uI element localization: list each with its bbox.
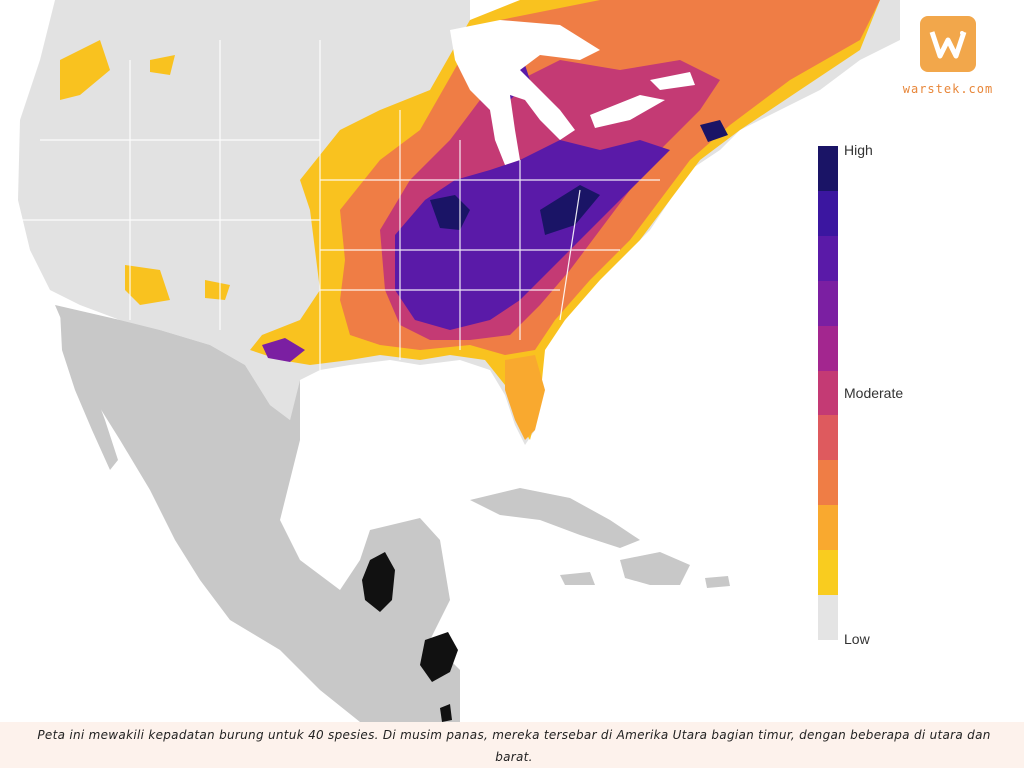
density-florida [505, 355, 545, 440]
great-lakes [450, 20, 600, 165]
density-west-1 [60, 40, 110, 100]
density-legend: High Moderate Low [818, 142, 978, 647]
legend-swatch [818, 460, 838, 506]
legend-swatch [818, 190, 838, 236]
density-high-3 [540, 185, 600, 235]
legend-high-label: High [844, 142, 873, 158]
density-texas [262, 338, 305, 362]
logo-w-icon [929, 31, 967, 59]
legend-swatch [818, 146, 838, 191]
legend-color-bar [818, 146, 838, 640]
state-borders [20, 40, 660, 370]
caption-bar: Peta ini mewakili kepadatan burung untuk… [0, 722, 1024, 768]
warstek-logo [920, 16, 976, 72]
density-purple [395, 140, 670, 330]
density-west-3 [125, 265, 170, 305]
density-west-2 [150, 55, 175, 75]
caption-text: Peta ini mewakili kepadatan burung untuk… [37, 728, 991, 764]
legend-moderate-label: Moderate [844, 385, 904, 401]
legend-swatch [818, 235, 838, 281]
winter-patch-1 [362, 552, 395, 612]
legend-low-label: Low [844, 631, 870, 647]
lake-ontario [650, 72, 695, 90]
winter-patch-2 [420, 632, 458, 682]
mexico-landmass [55, 305, 460, 722]
density-west-4 [205, 280, 230, 300]
baja-peninsula [60, 310, 118, 470]
bird-density-map [18, 0, 900, 722]
puerto-rico [705, 576, 730, 588]
legend-swatch [818, 550, 838, 596]
lake-erie [590, 95, 665, 128]
legend-swatch [818, 415, 838, 461]
cuba [470, 488, 640, 548]
density-high-4 [700, 120, 728, 142]
legend-swatch [818, 505, 838, 551]
legend-swatch [818, 595, 838, 640]
legend-swatch [818, 280, 838, 326]
winter-patch-3 [440, 704, 452, 722]
logo-text: warstek.com [902, 82, 994, 96]
jamaica [560, 572, 595, 585]
legend-swatch [818, 370, 838, 416]
hispaniola [620, 552, 690, 585]
legend-swatch [818, 325, 838, 371]
